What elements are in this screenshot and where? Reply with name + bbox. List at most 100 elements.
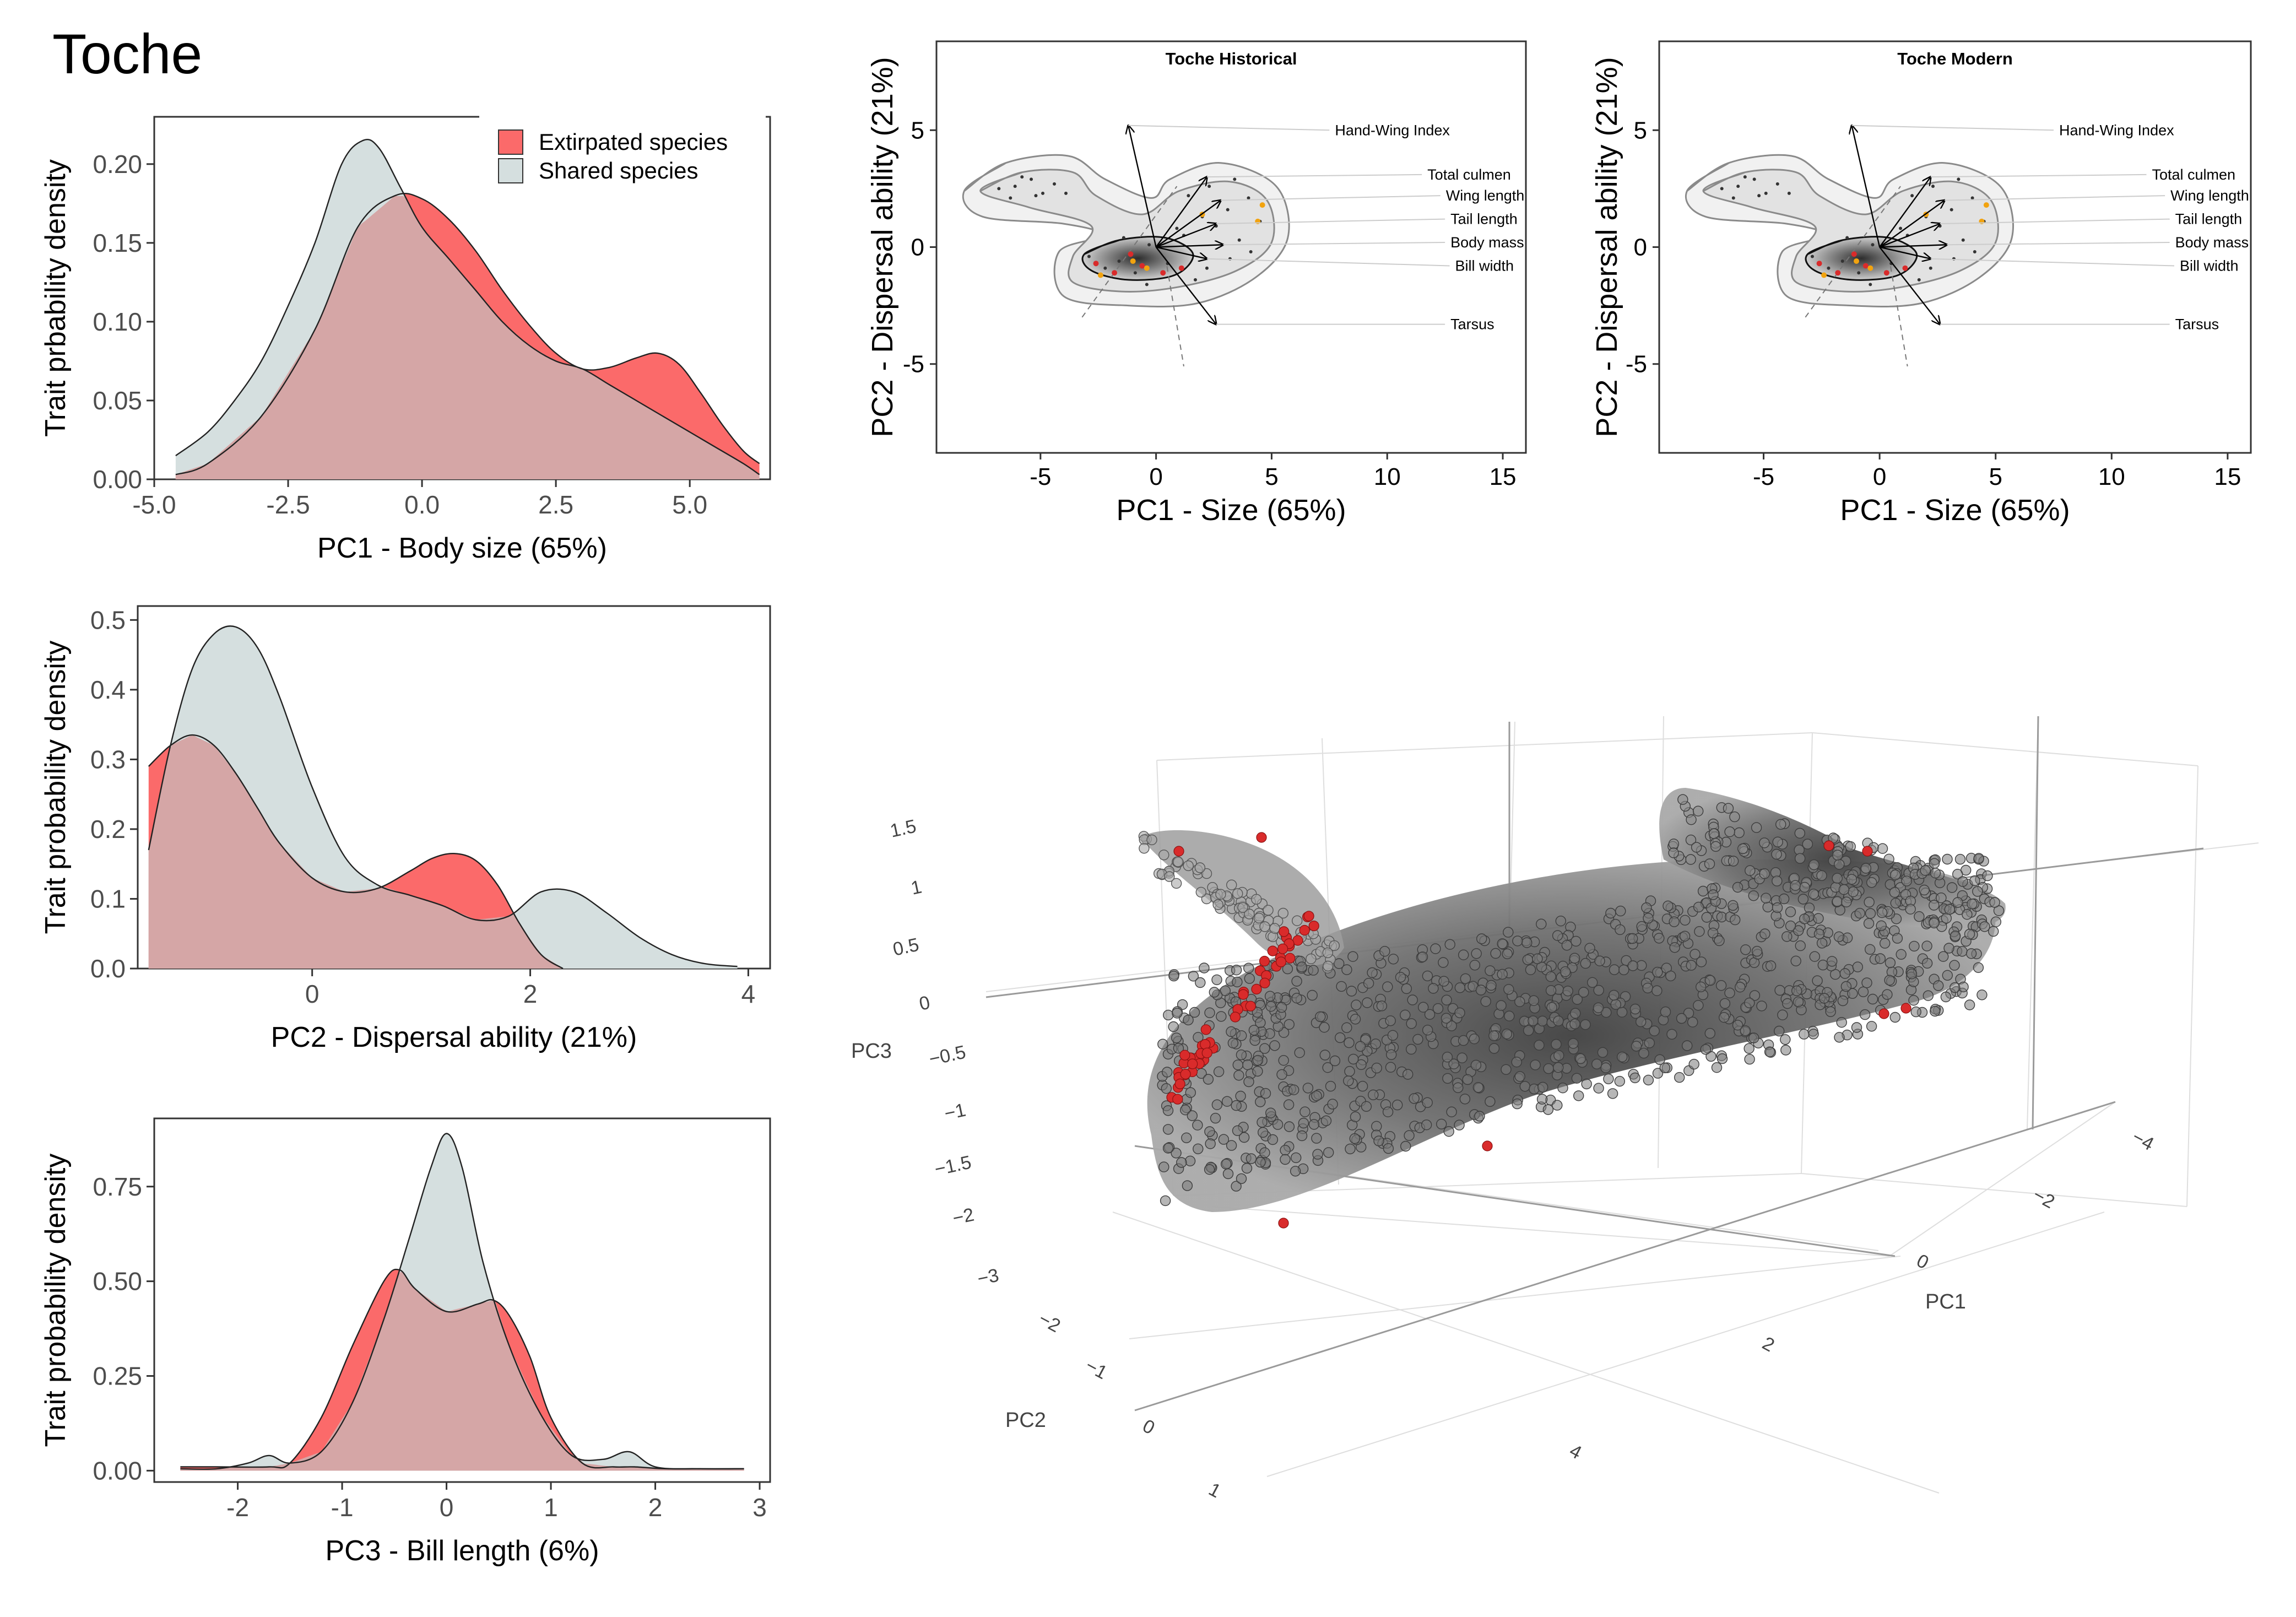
cloud-point bbox=[1163, 1009, 1174, 1021]
cloud-point bbox=[1472, 1082, 1484, 1093]
cloud-point bbox=[1395, 972, 1406, 983]
grid-line bbox=[1129, 1256, 1901, 1339]
cloud-point bbox=[1204, 1007, 1215, 1019]
cloud-point bbox=[1529, 1083, 1540, 1095]
grid-line bbox=[2186, 765, 2198, 1207]
x-axis-title: PC1 - Body size (65%) bbox=[317, 532, 607, 564]
cloud-point bbox=[1603, 1073, 1614, 1085]
cloud-point bbox=[1860, 863, 1872, 874]
cloud-point bbox=[1283, 1099, 1295, 1110]
cloud-point bbox=[1162, 1124, 1174, 1135]
cloud-point bbox=[1594, 955, 1605, 966]
cloud-point bbox=[1251, 894, 1262, 905]
cloud-point bbox=[1348, 1053, 1359, 1065]
loading-leader bbox=[1947, 242, 2170, 246]
cloud-point bbox=[1351, 999, 1362, 1010]
cloud-point bbox=[1571, 935, 1582, 947]
cloud-point bbox=[1553, 1050, 1564, 1061]
cloud-point-extirpated bbox=[1201, 1047, 1212, 1058]
species-point-highlight bbox=[1130, 258, 1136, 264]
cloud-point bbox=[1511, 1056, 1522, 1068]
cloud-point bbox=[1568, 1038, 1579, 1049]
cloud-point bbox=[1774, 985, 1785, 996]
species-point bbox=[1145, 283, 1149, 286]
cloud-point bbox=[1882, 989, 1893, 1000]
cloud-point bbox=[1243, 962, 1254, 974]
cloud-point bbox=[1308, 1119, 1320, 1130]
cloud-point bbox=[1417, 951, 1428, 962]
cloud-point bbox=[1791, 985, 1802, 997]
cloud-point bbox=[1512, 935, 1523, 947]
species-point-extirpated bbox=[1139, 263, 1145, 269]
series-area-shared bbox=[180, 1133, 744, 1471]
cloud-point bbox=[1404, 1130, 1415, 1141]
cloud-point bbox=[1710, 841, 1721, 852]
cloud-point bbox=[1237, 902, 1248, 913]
cloud-point bbox=[1949, 960, 1960, 971]
cloud-point bbox=[1232, 1125, 1243, 1137]
pca-panel-2: Hand-Wing Index Total culmen Wing length Ta… bbox=[1590, 40, 2252, 527]
x-tick-label: 0 bbox=[440, 1493, 454, 1522]
cloud-point bbox=[1775, 819, 1786, 830]
cloud-point bbox=[1836, 1016, 1847, 1028]
cloud-point bbox=[1921, 958, 1933, 969]
cloud-point bbox=[1914, 911, 1925, 922]
cloud-point bbox=[1203, 1074, 1214, 1085]
cloud-point bbox=[1748, 890, 1759, 901]
loading-arrow bbox=[1879, 224, 1940, 248]
cloud-point bbox=[1772, 836, 1783, 848]
cloud-point bbox=[1631, 1041, 1642, 1052]
plot-area: Hand-Wing Index Total culmen Wing length Ta… bbox=[1685, 122, 2249, 367]
cloud-point bbox=[1422, 970, 1433, 982]
cloud-point bbox=[1536, 918, 1547, 929]
cloud-point bbox=[1232, 888, 1243, 899]
cloud-point bbox=[1391, 1099, 1403, 1111]
loading-arrow bbox=[1880, 245, 1947, 247]
cloud-point bbox=[1660, 1006, 1671, 1018]
y-tick-label: 0.3 bbox=[90, 745, 126, 774]
cloud-point-extirpated bbox=[1187, 1058, 1198, 1069]
cloud-point bbox=[1253, 912, 1265, 924]
species-point-highlight bbox=[1867, 265, 1873, 271]
cloud-point bbox=[1345, 1143, 1356, 1155]
cloud-point bbox=[1160, 1195, 1171, 1207]
cloud-point bbox=[1569, 953, 1580, 964]
cloud-point bbox=[1610, 999, 1621, 1010]
cloud-point bbox=[1422, 1024, 1433, 1036]
cloud-point bbox=[1551, 1039, 1562, 1050]
cloud-point bbox=[1989, 897, 2000, 908]
cloud-point bbox=[1679, 931, 1691, 942]
cloud-point bbox=[1421, 1119, 1432, 1131]
loading-leader bbox=[1216, 218, 1445, 225]
cloud-point bbox=[1879, 938, 1891, 949]
cloud-point bbox=[1929, 1005, 1941, 1017]
density-panel-2: 0 2 4 0.0 0.1 0.2 0.3 0.4 0.5 PC2 - Dispersal abi… bbox=[40, 605, 771, 1053]
cloud-point bbox=[1669, 916, 1680, 927]
cloud-point bbox=[1654, 933, 1665, 944]
species-point bbox=[1938, 224, 1942, 228]
cloud-point bbox=[1644, 1037, 1655, 1048]
pc3-tick-label: −1.5 bbox=[933, 1152, 973, 1180]
species-point-extirpated bbox=[1851, 251, 1857, 257]
series-area-overlap bbox=[180, 1272, 744, 1471]
cloud-point bbox=[1192, 1120, 1203, 1131]
cloud-point bbox=[1344, 1037, 1355, 1048]
cloud-point bbox=[1826, 956, 1838, 967]
cloud-point bbox=[1243, 1076, 1254, 1088]
species-point-extirpated bbox=[1093, 261, 1099, 267]
cloud-point bbox=[1863, 918, 1875, 929]
species-point bbox=[1233, 177, 1237, 181]
cloud-point bbox=[1528, 1015, 1539, 1026]
cloud-point bbox=[1607, 1088, 1618, 1099]
x-tick-label: -5.0 bbox=[132, 490, 176, 519]
pc2-tick-label: −2 bbox=[1035, 1308, 1064, 1337]
cloud-point bbox=[1561, 940, 1573, 951]
cloud-point bbox=[1601, 1007, 1612, 1018]
x-tick-label: -2 bbox=[226, 1493, 249, 1522]
cloud-point bbox=[1552, 930, 1563, 941]
cloud-point bbox=[1502, 948, 1513, 960]
cloud-point bbox=[1501, 1028, 1513, 1040]
y-tick-label: 0.20 bbox=[93, 150, 142, 179]
y-tick-label: 0 bbox=[1634, 234, 1647, 261]
species-point bbox=[1857, 271, 1861, 275]
